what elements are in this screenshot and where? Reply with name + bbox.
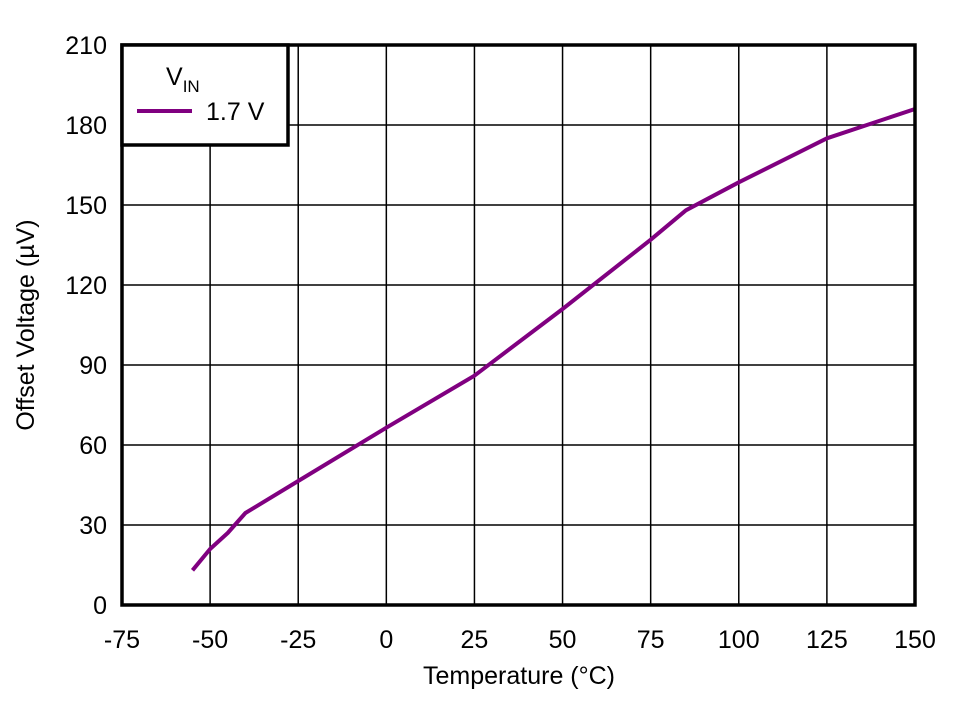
y-axis-tick-labels: 0 30 60 90 120 150 180 210 bbox=[65, 32, 107, 620]
x-tick-label: 100 bbox=[718, 626, 760, 654]
x-tick-label: 125 bbox=[806, 626, 848, 654]
legend-title: VIN bbox=[166, 63, 200, 96]
grid-lines bbox=[122, 45, 915, 605]
x-axis-tick-labels: -75 -50 -25 0 25 50 75 100 125 150 bbox=[104, 626, 936, 654]
y-tick-label: 30 bbox=[79, 512, 107, 540]
y-tick-label: 60 bbox=[79, 432, 107, 460]
plot-frame bbox=[120, 43, 917, 607]
x-axis-title: Temperature (°C) bbox=[423, 662, 615, 690]
x-tick-label: 25 bbox=[461, 626, 489, 654]
x-tick-label: 150 bbox=[894, 626, 936, 654]
x-tick-label: 75 bbox=[637, 626, 665, 654]
legend-entry-label: 1.7 V bbox=[206, 98, 265, 126]
x-tick-label: 50 bbox=[549, 626, 577, 654]
legend: VIN 1.7 V bbox=[120, 43, 290, 147]
x-tick-label: 0 bbox=[379, 626, 393, 654]
y-tick-label: 0 bbox=[93, 592, 107, 620]
series-line-1-7v bbox=[190, 107, 916, 572]
y-tick-label: 210 bbox=[65, 32, 107, 60]
x-tick-label: -25 bbox=[280, 626, 316, 654]
y-tick-label: 180 bbox=[65, 112, 107, 140]
y-axis-title: Offset Voltage (µV) bbox=[12, 219, 40, 430]
y-tick-label: 90 bbox=[79, 352, 107, 380]
y-tick-label: 120 bbox=[65, 272, 107, 300]
x-tick-label: -75 bbox=[104, 626, 140, 654]
y-tick-label: 150 bbox=[65, 192, 107, 220]
legend-box bbox=[120, 43, 290, 147]
x-tick-label: -50 bbox=[192, 626, 228, 654]
